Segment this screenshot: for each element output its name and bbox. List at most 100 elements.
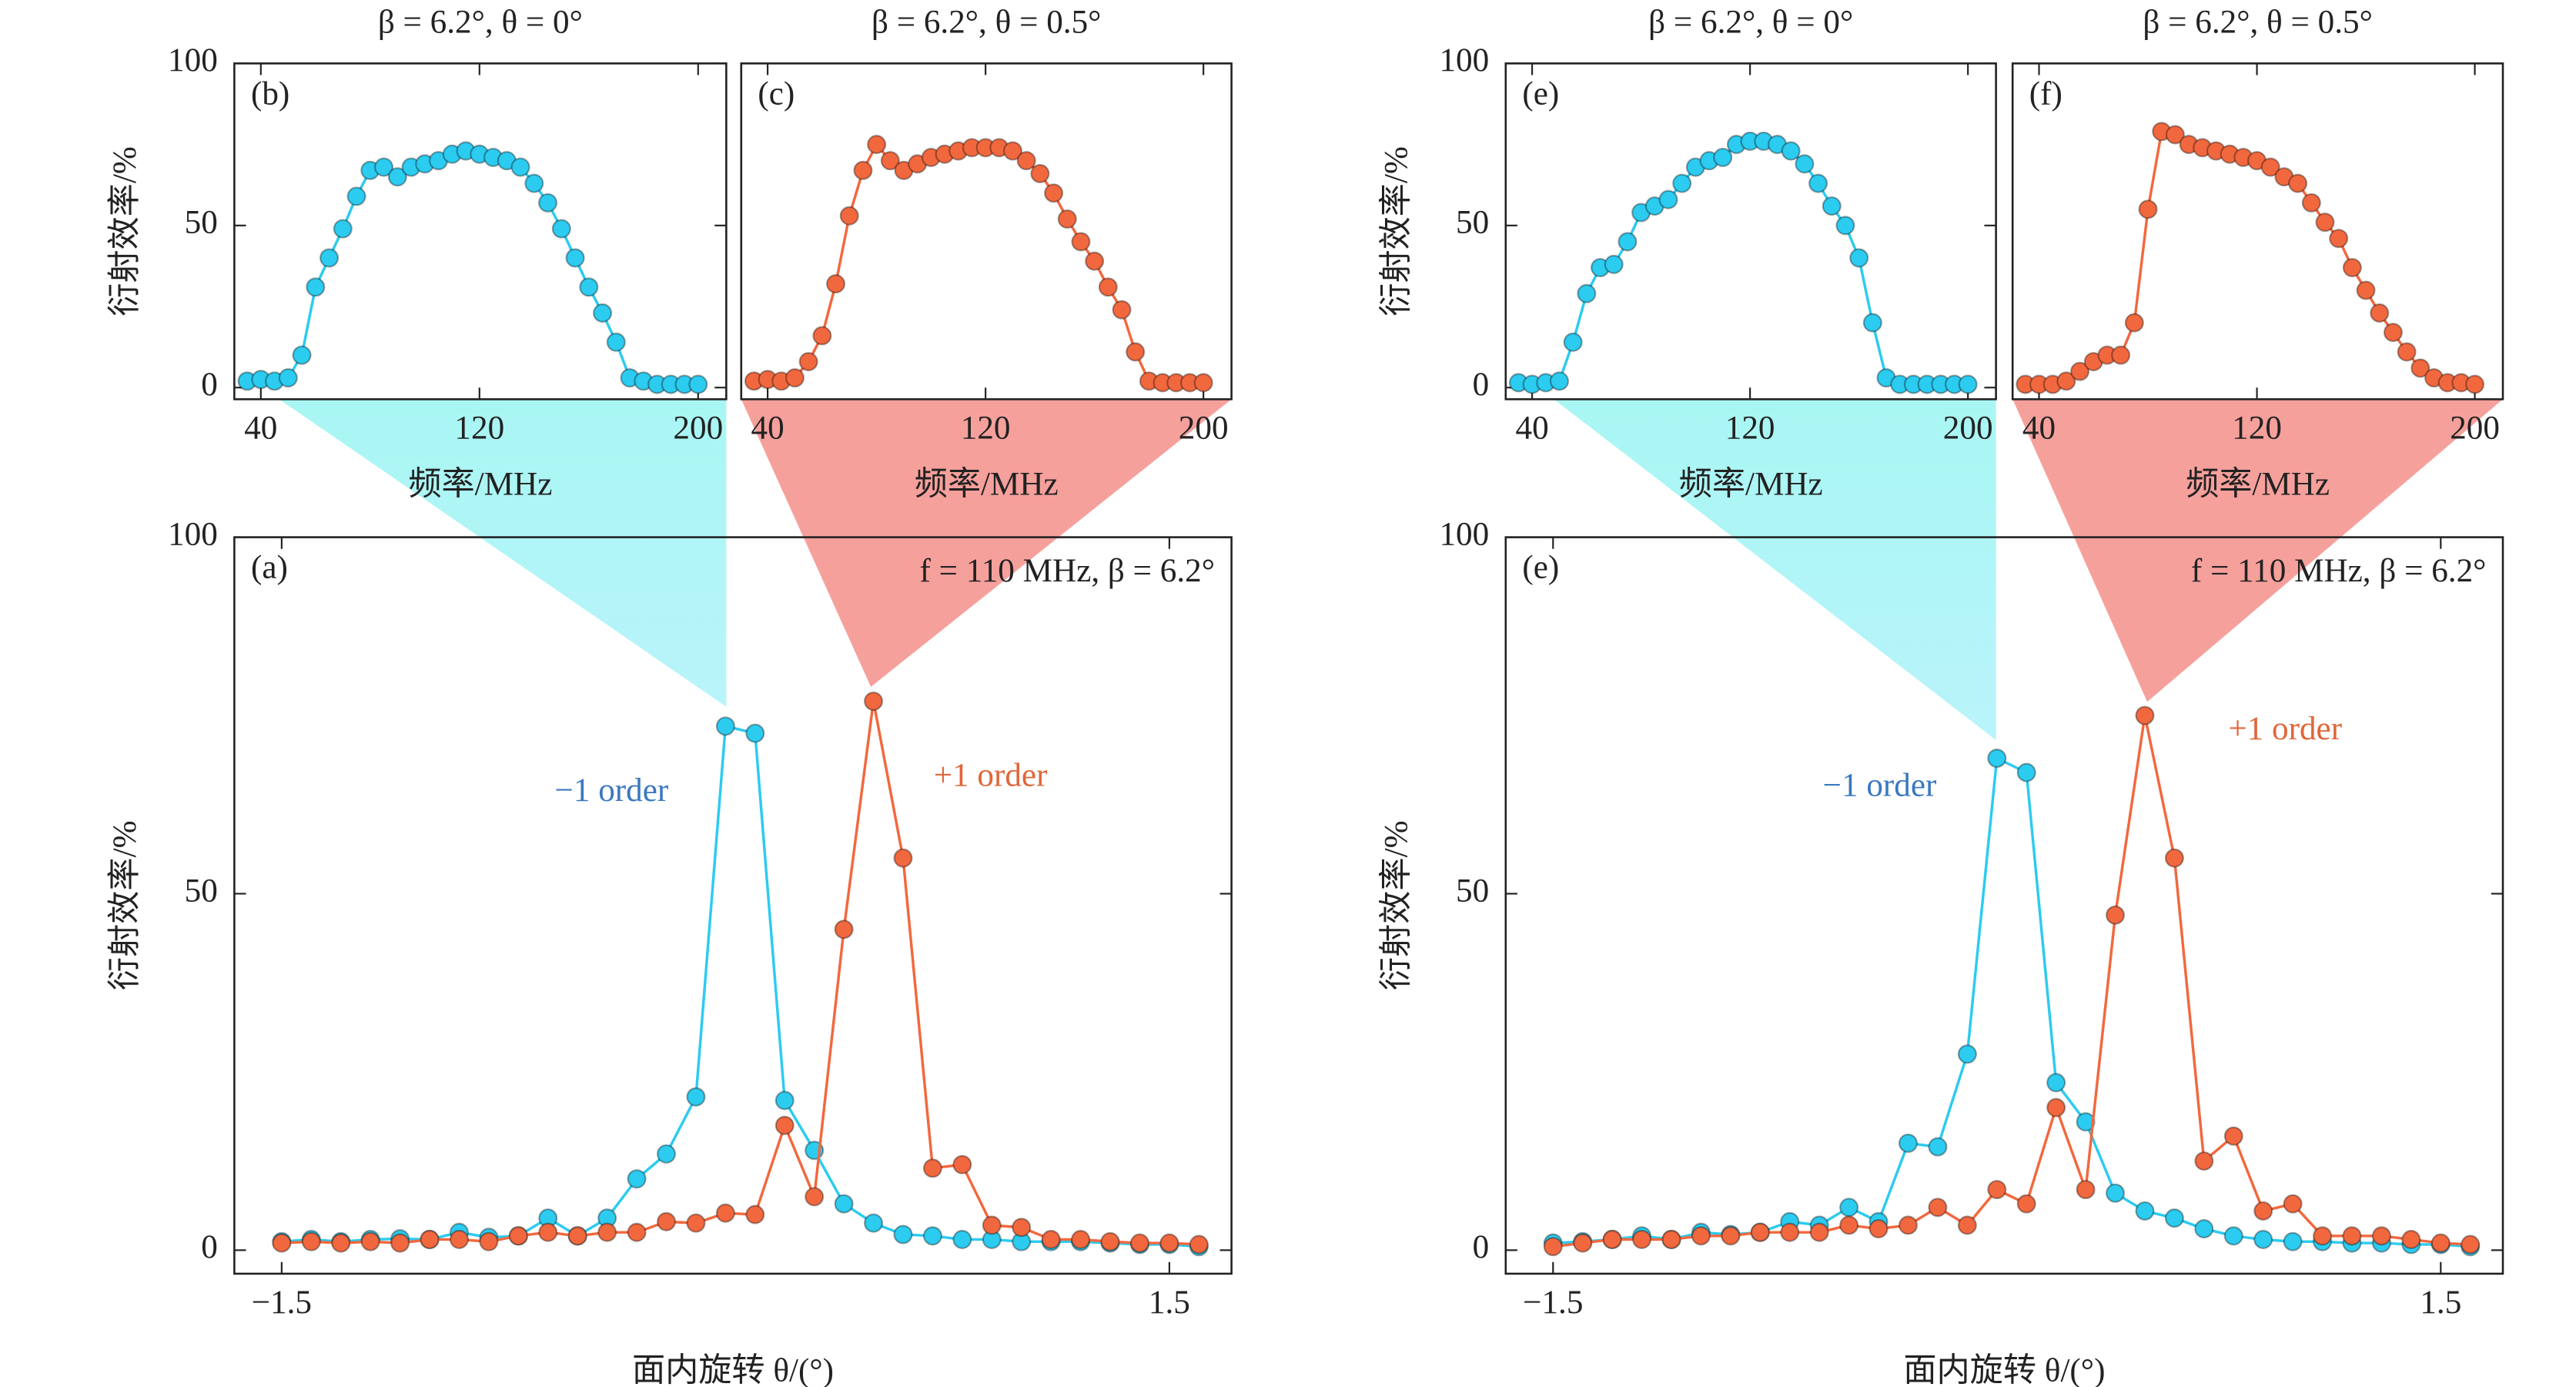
data-point [952, 1229, 972, 1249]
data-point [1780, 1222, 1800, 1242]
data-point [2016, 1194, 2036, 1214]
x-tick-label: −1.5 [252, 1285, 312, 1321]
data-point [333, 219, 353, 239]
y-tick-label: 100 [168, 42, 218, 79]
data-point [715, 1203, 735, 1223]
data-point [278, 368, 298, 388]
data-point [1632, 1229, 1652, 1249]
data-point [2383, 323, 2403, 343]
x-axis-label: 频率/MHz [408, 466, 552, 503]
series-label: +1 order [2228, 711, 2342, 747]
annotation: f = 110 MHz, β = 6.2° [919, 553, 1215, 589]
zoom-wedge [1554, 399, 1996, 740]
data-point [805, 1187, 825, 1207]
data-point [2313, 1226, 2333, 1246]
data-point [1928, 1137, 1948, 1157]
data-point [319, 248, 340, 268]
panel-label: (c) [758, 75, 795, 112]
data-point [2461, 1235, 2481, 1255]
data-point [688, 374, 708, 394]
data-point [893, 848, 913, 868]
data-point [2371, 1226, 2391, 1246]
data-point [1809, 1222, 1829, 1242]
annotation: f = 110 MHz, β = 6.2° [2191, 553, 2487, 589]
data-point [2370, 303, 2390, 323]
x-tick-label: 120 [961, 410, 1011, 446]
y-tick-label: 50 [1456, 873, 1489, 909]
panel-title: β = 6.2°, θ = 0° [1648, 5, 1853, 41]
data-point [1898, 1215, 1919, 1235]
data-point [2194, 1219, 2214, 1239]
data-point [2401, 1229, 2421, 1249]
y-axis-label: 衍射效率/% [106, 820, 143, 990]
data-point [798, 352, 818, 372]
data-point [1750, 1222, 1770, 1242]
data-point [1012, 1218, 1032, 1238]
data-point [1957, 1215, 1977, 1235]
data-point [1987, 749, 2007, 769]
data-point [1126, 342, 1146, 362]
series-line [281, 724, 1199, 1248]
x-tick-label: 200 [1179, 410, 1229, 446]
data-point [826, 274, 846, 294]
data-point [2164, 1208, 2184, 1228]
data-point [1835, 216, 1855, 236]
data-point [2253, 1201, 2273, 1221]
data-point [2288, 173, 2308, 193]
data-point [2410, 358, 2430, 378]
data-point [922, 1226, 942, 1246]
data-point [2223, 1226, 2243, 1246]
data-point [834, 920, 854, 940]
y-tick-label: 50 [1456, 205, 1489, 241]
data-point [1573, 1233, 1593, 1253]
data-point [2223, 1126, 2243, 1146]
data-point [2329, 229, 2349, 249]
data-point [2106, 1183, 2126, 1203]
series-label: −1 order [1823, 767, 1937, 803]
data-point [2283, 1231, 2303, 1251]
data-point [1100, 1231, 1120, 1251]
data-point [1839, 1198, 1859, 1218]
data-point [1030, 163, 1050, 183]
data-point [390, 1233, 410, 1253]
x-axis-label: 面内旋转 θ/(°) [632, 1352, 834, 1387]
data-point [1098, 277, 1118, 297]
data-point [1602, 1229, 1622, 1249]
data-point [593, 303, 613, 323]
panel-label: (b) [251, 75, 289, 112]
data-point [1672, 173, 1692, 193]
x-tick-label: 1.5 [1149, 1285, 1190, 1321]
data-point [1016, 151, 1036, 171]
panel-title: β = 6.2°, θ = 0° [378, 5, 583, 41]
series-line [1553, 755, 2471, 1248]
data-point [1112, 300, 1132, 320]
x-tick-label: 1.5 [2420, 1285, 2461, 1321]
data-point [1658, 189, 1678, 209]
data-point [867, 135, 887, 155]
data-point [1928, 1198, 1948, 1218]
data-point [1549, 371, 1570, 391]
x-tick-label: 40 [1516, 410, 1549, 446]
data-point [2111, 345, 2131, 365]
data-point [2356, 280, 2376, 300]
data-point [2138, 199, 2158, 219]
x-tick-label: 40 [244, 410, 277, 446]
data-point [1159, 1233, 1179, 1253]
y-axis-label: 衍射效率/% [106, 146, 143, 317]
data-point [1958, 374, 1978, 394]
data-point [2260, 157, 2280, 177]
panel-title: β = 6.2°, θ = 0.5° [871, 5, 1101, 41]
data-point [1085, 251, 1105, 271]
data-point [1839, 1215, 1859, 1235]
data-point [656, 1144, 677, 1164]
x-tick-label: 200 [2450, 410, 2500, 446]
series-line [246, 149, 698, 386]
series-label: +1 order [934, 758, 1048, 794]
data-point [839, 206, 859, 226]
x-tick-label: 40 [2022, 410, 2056, 446]
plot-frame [1504, 536, 2504, 1275]
data-point [785, 368, 805, 388]
data-point [774, 1115, 795, 1135]
panel-label: (f) [2029, 75, 2062, 112]
